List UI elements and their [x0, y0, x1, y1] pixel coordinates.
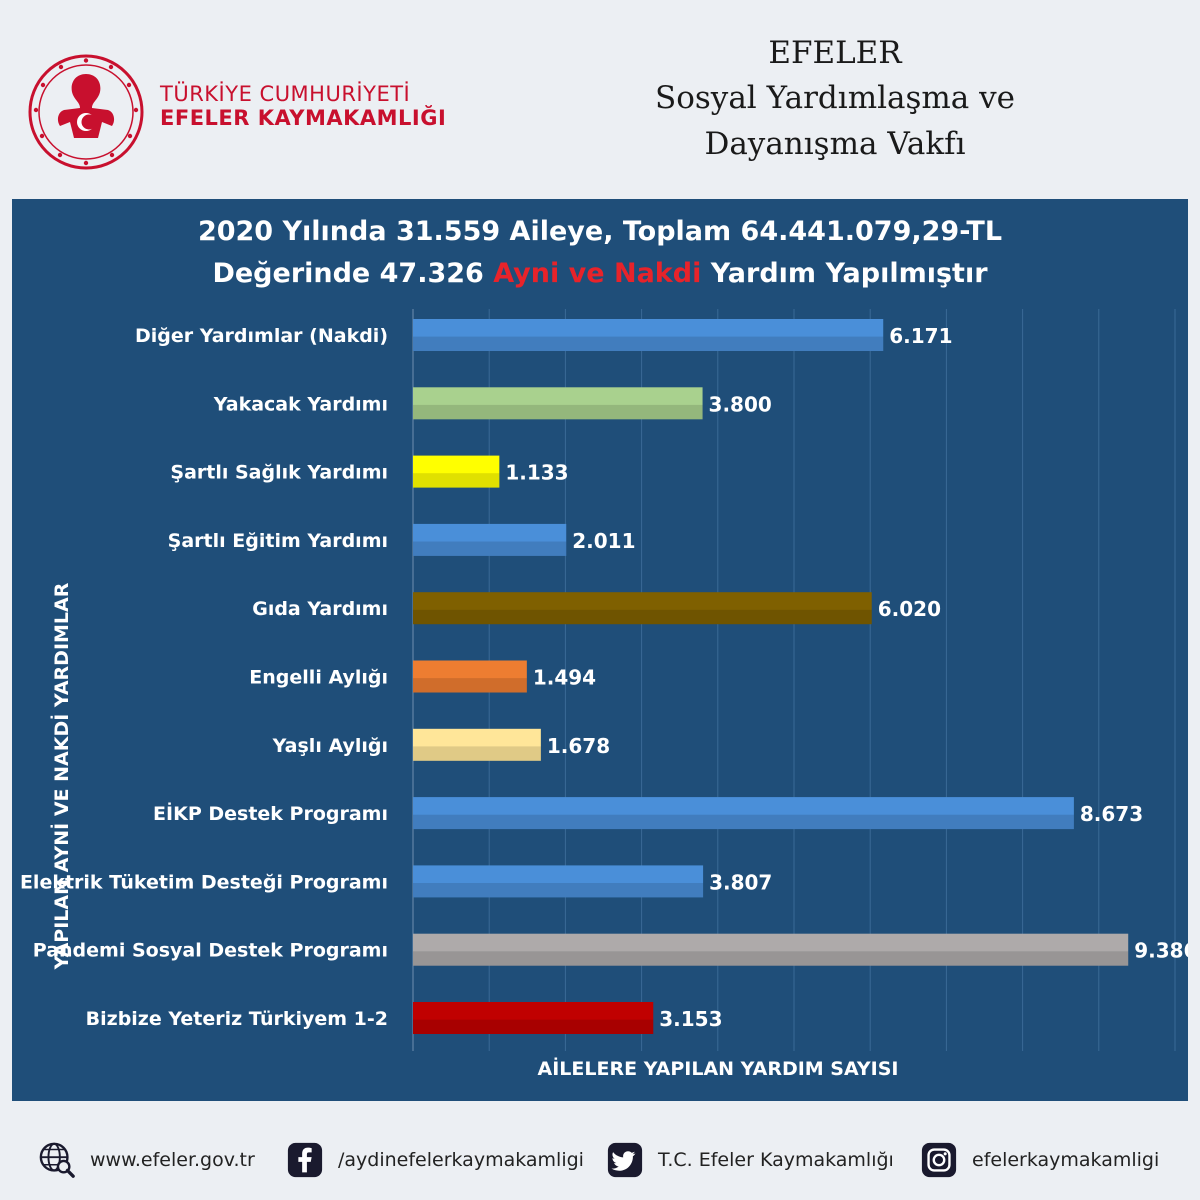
instagram-handle: efelerkaymakamligi	[972, 1149, 1160, 1171]
twitter-icon	[607, 1142, 643, 1178]
website-url: www.efeler.gov.tr	[90, 1149, 255, 1171]
bar	[413, 728, 541, 761]
bar	[413, 660, 527, 693]
bar	[413, 933, 1129, 966]
category-label: Pandemi Sosyal Destek Programı	[33, 940, 388, 962]
category-label: Yakacak Yardımı	[213, 393, 388, 415]
bar	[413, 797, 1074, 830]
value-label: 6.171	[889, 324, 952, 348]
header: TÜRKİYE CUMHURİYETİ EFELER KAYMAKAMLIĞI …	[0, 0, 1200, 195]
bar	[413, 387, 703, 420]
footer: www.efeler.gov.tr /aydinefelerkaymakamli…	[0, 1110, 1200, 1200]
category-label: EİKP Destek Programı	[153, 801, 388, 825]
footer-instagram[interactable]: efelerkaymakamligi	[920, 1140, 1159, 1180]
value-label: 3.807	[709, 870, 772, 894]
footer-facebook[interactable]: /aydinefelerkaymakamligi	[286, 1140, 584, 1180]
bar-shade	[413, 883, 704, 898]
value-label: 1.678	[547, 734, 610, 758]
organization-title-line2: Sosyal Yardımlaşma ve	[655, 80, 1015, 116]
category-label: Şartlı Sağlık Yardımı	[170, 462, 388, 484]
category-label: Gıda Yardımı	[252, 598, 388, 620]
bar	[413, 523, 567, 556]
chart-title: 2020 Yılında 31.559 Aileye, Toplam 64.44…	[12, 211, 1188, 295]
category-label: Yaşlı Aylığı	[272, 735, 388, 757]
facebook-handle: /aydinefelerkaymakamligi	[338, 1149, 584, 1171]
category-label: Engelli Aylığı	[249, 667, 388, 689]
bar	[413, 455, 500, 488]
bar-shade	[413, 951, 1129, 966]
office-name: EFELER KAYMAKAMLIĞI	[160, 106, 447, 130]
chart-title-line2-end: Yardım Yapılmıştır	[701, 258, 988, 289]
footer-website[interactable]: www.efeler.gov.tr	[38, 1140, 255, 1180]
bar-shade	[413, 1019, 654, 1034]
value-label: 1.494	[533, 666, 596, 690]
value-label: 3.153	[659, 1007, 722, 1031]
value-label: 2.011	[572, 529, 635, 553]
bar-shade	[413, 678, 527, 693]
value-label: 1.133	[505, 461, 568, 485]
organization-title-line3: Dayanışma Vakfı	[704, 126, 966, 162]
instagram-icon	[921, 1142, 957, 1178]
chart-title-highlight: Ayni ve Nakdi	[493, 258, 702, 289]
value-label: 9.386	[1134, 939, 1188, 963]
category-label: Diğer Yardımlar (Nakdi)	[135, 325, 388, 347]
value-label: 3.800	[709, 392, 772, 416]
bar-shade	[413, 473, 500, 488]
globe-search-icon	[39, 1142, 75, 1178]
bar-shade	[413, 336, 884, 351]
bar-shade	[413, 746, 541, 761]
bar-shade	[413, 541, 567, 556]
value-label: 6.020	[878, 597, 941, 621]
x-axis-title: AİLELERE YAPILAN YARDIM SAYISI	[538, 1056, 899, 1080]
category-label: Şartlı Eğitim Yardımı	[168, 530, 388, 552]
bar	[413, 865, 704, 898]
organization-title-line1: EFELER	[768, 35, 902, 71]
bar-chart: Diğer Yardımlar (Nakdi) 6.171 Yakacak Yard…	[20, 309, 1188, 1080]
twitter-handle: T.C. Efeler Kaymakamlığı	[658, 1149, 894, 1171]
value-label: 8.673	[1080, 802, 1143, 826]
category-label: Elektrik Tüketim Desteği Programı	[20, 871, 388, 893]
chart-title-line2: Değerinde 47.326 Ayni ve Nakdi Yardım Ya…	[12, 253, 1188, 295]
facebook-icon	[287, 1142, 323, 1178]
bar-shade	[413, 814, 1074, 830]
chart-panel: 2020 Yılında 31.559 Aileye, Toplam 64.44…	[12, 199, 1188, 1101]
government-name: TÜRKİYE CUMHURİYETİ	[160, 82, 411, 106]
category-label: Bizbize Yeteriz Türkiyem 1-2	[86, 1008, 388, 1030]
bar	[413, 1002, 654, 1034]
emblem-logo-icon	[28, 54, 144, 170]
footer-twitter[interactable]: T.C. Efeler Kaymakamlığı	[606, 1140, 894, 1180]
bar	[413, 592, 872, 625]
bar	[413, 319, 884, 351]
chart-title-line2-start: Değerinde 47.326	[212, 258, 494, 289]
chart-title-line1: 2020 Yılında 31.559 Aileye, Toplam 64.44…	[197, 216, 1003, 247]
bar-shade	[413, 404, 703, 420]
bar-shade	[413, 609, 872, 625]
